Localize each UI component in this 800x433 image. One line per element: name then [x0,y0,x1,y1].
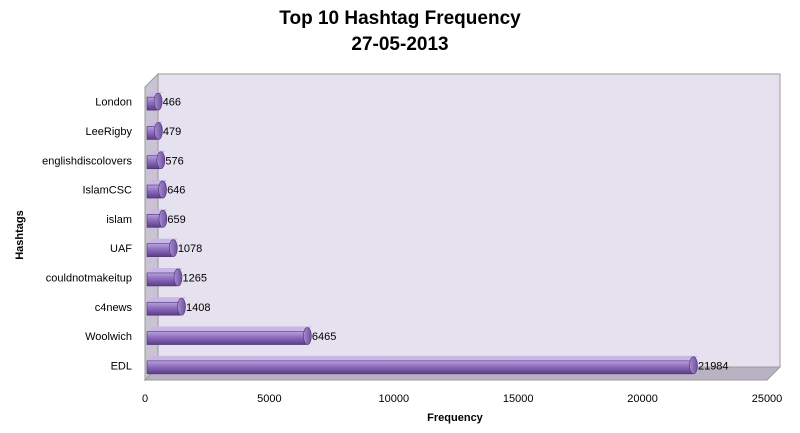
category-label: UAF [110,243,132,255]
category-label: couldnotmakeitup [46,272,132,284]
chart-title: Top 10 Hashtag Frequency [279,8,521,29]
bar [146,326,312,345]
data-label: 21984 [698,360,729,372]
bar-front-face [146,360,693,375]
bar-front-face [146,301,181,316]
bar-front-face [146,331,307,345]
bar [146,209,168,228]
chart-subtitle: 27-05-2013 [351,34,449,55]
x-tick-label: 15000 [503,393,534,405]
data-label: 646 [167,185,185,197]
bar [146,297,187,316]
plot-back-wall [157,73,781,368]
data-label: 659 [167,214,185,226]
category-label: EDL [111,360,132,372]
category-label: LeeRigby [86,126,133,138]
bar-end-cap [177,297,186,316]
data-label: 479 [163,126,181,138]
data-label: 1078 [178,243,202,255]
bar-end-cap [169,239,178,257]
x-axis-title: Frequency [427,412,484,424]
category-label: englishdiscolovers [42,155,132,167]
x-tick-label: 5000 [257,393,281,405]
bar-end-cap [158,180,167,199]
category-label: Woolwich [85,331,132,343]
bar-end-cap [689,356,698,375]
category-label: islam [106,214,132,226]
bar [146,180,168,199]
y-axis-title: Hashtags [14,210,26,260]
x-tick-label: 10000 [379,393,410,405]
bar [146,267,183,287]
data-label: 576 [165,155,183,167]
x-tick-label: 0 [142,393,148,405]
data-label: 466 [163,97,181,109]
bar-end-cap [158,210,168,228]
x-tick-label: 20000 [627,393,658,405]
category-label: c4news [95,302,133,314]
bar-end-cap [173,268,183,287]
bar [146,238,178,257]
bar-end-cap [303,327,312,345]
data-label: 1265 [182,272,206,284]
bar-end-cap [153,92,163,111]
bar-top-face [147,267,183,273]
bar-front-face [146,272,177,287]
data-label: 6465 [312,331,336,343]
bar-front-face [146,243,173,257]
bar-end-cap [156,151,166,170]
bar-top-face [147,326,312,332]
category-label: IslamCSC [82,185,132,197]
data-label: 1408 [186,302,210,314]
x-tick-label: 25000 [752,393,783,405]
bar-end-cap [154,122,163,140]
bar [146,92,163,111]
bar [146,355,698,375]
bar-top-face [147,297,187,303]
bar [146,150,166,170]
bar [146,121,163,140]
bar-top-face [147,355,698,361]
category-label: London [95,97,132,109]
